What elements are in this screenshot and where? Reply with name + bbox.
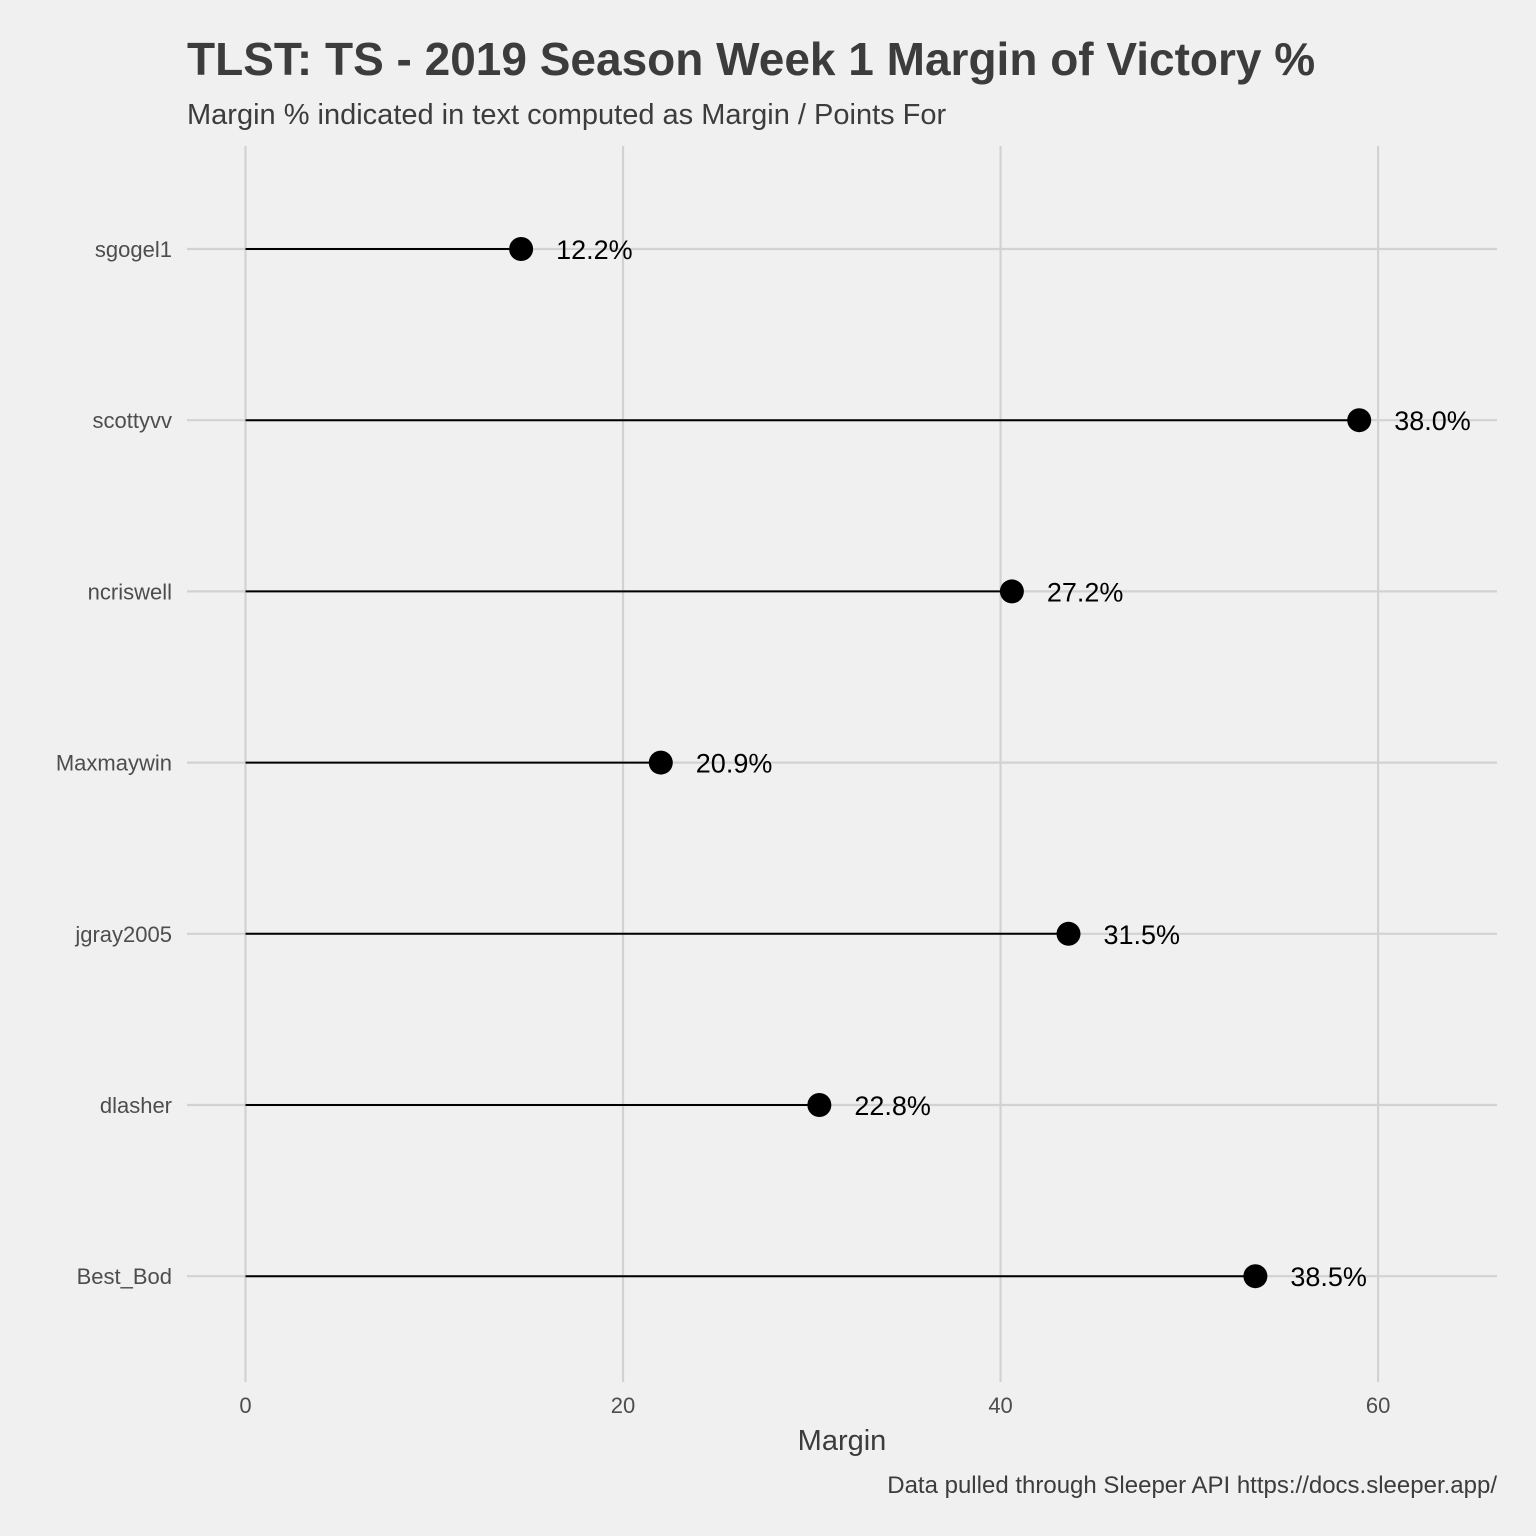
- data-label: 38.5%: [1290, 1262, 1367, 1292]
- x-tick-label: 0: [239, 1393, 251, 1418]
- data-label: 12.2%: [556, 235, 633, 265]
- data-label: 20.9%: [696, 749, 773, 779]
- y-tick-label: Maxmaywin: [56, 751, 172, 776]
- data-label: 31.5%: [1104, 920, 1181, 950]
- chart-subtitle: Margin % indicated in text computed as M…: [187, 99, 947, 131]
- chart-caption: Data pulled through Sleeper API https://…: [887, 1472, 1497, 1499]
- x-axis-title: Margin: [798, 1425, 887, 1457]
- x-tick-label: 40: [988, 1393, 1012, 1418]
- y-tick-label: Best_Bod: [77, 1264, 172, 1289]
- data-label: 38.0%: [1394, 406, 1471, 436]
- y-tick-label: scottyvv: [93, 408, 172, 433]
- chart-labels: 0 20 40 60 sgogel1 scottyvv ncriswell Maxmaywin…: [56, 235, 1471, 1418]
- y-tick-label: jgray2005: [74, 922, 172, 947]
- y-tick-label: dlasher: [100, 1093, 172, 1118]
- x-tick-label: 20: [611, 1393, 635, 1418]
- chart-marks: [245, 237, 1372, 1289]
- data-label: 27.2%: [1047, 577, 1124, 607]
- lollipop-point: [807, 1093, 832, 1117]
- chart-title: TLST: TS - 2019 Season Week 1 Margin of …: [187, 33, 1315, 85]
- lollipop-point: [648, 750, 673, 775]
- lollipop-point: [1243, 1264, 1268, 1289]
- y-tick-label: sgogel1: [95, 237, 172, 262]
- lollipop-point: [1056, 921, 1081, 946]
- lollipop-point: [509, 237, 534, 261]
- data-label: 22.8%: [854, 1091, 931, 1121]
- lollipop-point: [999, 579, 1024, 604]
- x-tick-label: 60: [1366, 1393, 1390, 1418]
- y-tick-label: ncriswell: [88, 579, 172, 604]
- lollipop-point: [1347, 408, 1372, 433]
